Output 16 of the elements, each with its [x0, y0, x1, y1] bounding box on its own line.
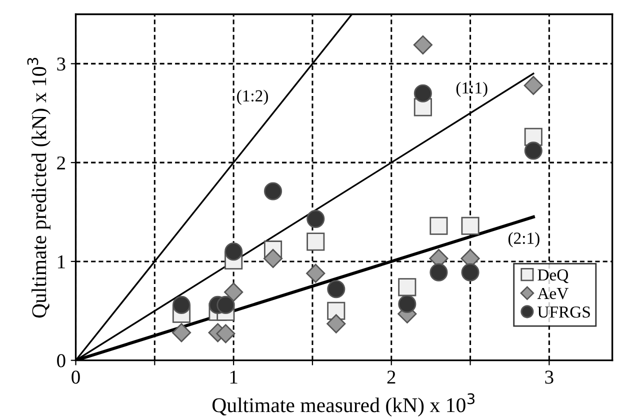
x-tick-label: 2	[387, 370, 396, 384]
series-label: (2:1)	[508, 232, 540, 248]
y-tick-label: 2	[57, 156, 65, 170]
x-tick-label: 3	[545, 370, 554, 384]
y-axis-title: Qultimate predicted (kN) x 10$^{3}$	[27, 58, 50, 318]
x-tick-label: 1	[230, 370, 238, 384]
legend-label: UFRGS	[538, 306, 590, 318]
series-label: (1:1)	[456, 82, 488, 97]
y-tick-label: 1	[58, 255, 65, 268]
y-tick-label: 3	[57, 58, 66, 71]
x-axis-title: Qultimate measured (kN) x 10$^{3}$	[212, 393, 475, 416]
series-label: (1:2)	[237, 90, 268, 105]
x-tick-label: 0	[72, 370, 80, 384]
legend-label: DeQ	[538, 269, 568, 284]
legend-label: AeV	[537, 288, 568, 300]
y-tick-label: 0	[57, 354, 66, 368]
